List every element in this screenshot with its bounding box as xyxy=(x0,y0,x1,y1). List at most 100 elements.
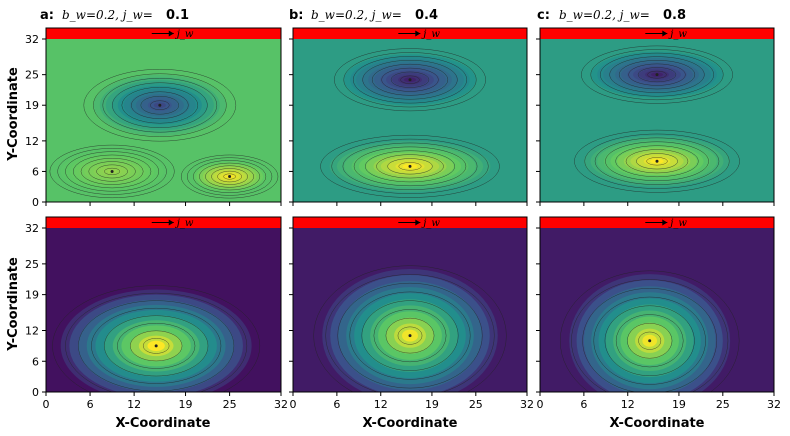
vortex-2-streamline-5 xyxy=(72,154,152,189)
panel-c-bottom: j_w 0 6 12 19 25 32 xyxy=(536,216,781,411)
vortex-1-streamline-7 xyxy=(331,138,489,194)
y-tick-label: 25 xyxy=(25,258,39,271)
x-tick-label: 25 xyxy=(469,398,483,411)
y-tick-label: 32 xyxy=(25,33,39,46)
vortex-1-streamline-4 xyxy=(205,165,255,188)
vortex-1-streamline-1 xyxy=(223,173,236,180)
panel-b-bottom: j_w 0 6 12 19 25 32 xyxy=(289,216,534,411)
panel-a-title-value: 0.1 xyxy=(166,8,189,23)
vortex-1-streamline-3 xyxy=(376,154,444,179)
vortex-1-center xyxy=(228,175,232,179)
vortex-0-streamline-6 xyxy=(102,78,218,133)
vortex-1-streamline-7 xyxy=(187,157,273,196)
y-tick-label: 32 xyxy=(25,222,39,235)
vortex-0-streamline-1 xyxy=(638,331,662,350)
vortex-0-streamline-1 xyxy=(400,75,420,84)
vortex-1-streamline-8 xyxy=(180,154,279,199)
contour-field xyxy=(293,39,527,202)
vortex-0-streamline-7 xyxy=(93,73,227,137)
lid-arrow-head xyxy=(662,30,668,37)
panel-frame xyxy=(45,27,282,203)
vortex-0-streamline-5 xyxy=(593,296,706,385)
vortex-2-streamline-4 xyxy=(80,158,144,185)
x-tick-label: 0 xyxy=(43,398,50,411)
x-tick-label: 12 xyxy=(374,398,388,411)
lid-label: j_w xyxy=(175,218,194,229)
vortex-0-streamline-1 xyxy=(397,326,423,345)
vortex-0-streamline-2 xyxy=(390,71,430,88)
lid-label: j_w xyxy=(175,29,194,40)
lid-arrow-head xyxy=(168,219,174,226)
vortex-2-streamline-7 xyxy=(57,148,167,195)
vortex-0-streamline-3 xyxy=(117,323,196,369)
vortex-1-streamline-8 xyxy=(320,134,500,198)
lid-arrow-head xyxy=(168,30,174,37)
vortex-2-streamline-1 xyxy=(104,167,121,175)
vortex-0-streamline-4 xyxy=(361,300,459,371)
vortex-0-streamline-6 xyxy=(78,300,235,392)
vortex-0-center xyxy=(408,78,412,82)
vortex-0-streamline-3 xyxy=(131,91,189,119)
vortex-1-streamline-2 xyxy=(387,158,433,175)
x-tick-label: 25 xyxy=(716,398,730,411)
vortex-0-center xyxy=(158,103,162,107)
vortex-0-streamline-8 xyxy=(334,48,486,112)
lid-label: j_w xyxy=(421,29,440,40)
panel-frame xyxy=(292,216,528,393)
vortex-0-streamline-2 xyxy=(637,67,677,83)
x-axis-label-c: X-Coordinate xyxy=(610,416,705,431)
x-tick-label: 6 xyxy=(87,398,94,411)
panel-c-title-math: b_w=0.2, j_w= xyxy=(559,8,650,22)
vortex-1-streamline-5 xyxy=(353,146,467,187)
lid-arrow-head xyxy=(415,30,421,37)
vortex-0-streamline-7 xyxy=(65,292,248,392)
x-tick-label: 12 xyxy=(621,398,635,411)
vortex-0-center xyxy=(648,339,652,343)
lid-arrow-head xyxy=(415,219,421,226)
vortex-0-center xyxy=(154,344,158,348)
contour-field xyxy=(540,228,774,392)
y-tick-label: 19 xyxy=(25,99,39,112)
panel-c-top: j_w xyxy=(536,27,775,206)
x-tick-label: 19 xyxy=(179,398,193,411)
vortex-0-streamline-7 xyxy=(571,279,729,392)
x-tick-label: 0 xyxy=(290,398,297,411)
vortex-1-streamline-1 xyxy=(398,162,422,171)
vortex-2-streamline-3 xyxy=(88,161,136,182)
vortex-0-streamline-3 xyxy=(373,309,447,363)
contour-field xyxy=(293,228,527,392)
x-tick-label: 6 xyxy=(580,398,587,411)
vortex-0-streamline-4 xyxy=(371,63,449,96)
panel-frame xyxy=(539,216,775,393)
vortex-0-streamline-1 xyxy=(150,100,170,110)
vortex-1-center xyxy=(655,159,659,163)
vortex-0-streamline-8 xyxy=(52,285,261,392)
vortex-1-streamline-7 xyxy=(584,133,730,189)
lid-label: j_w xyxy=(421,218,440,229)
vortex-1-streamline-3 xyxy=(211,168,248,185)
vortex-1-streamline-5 xyxy=(605,141,709,181)
panel-a-title-prefix: a: xyxy=(40,8,54,23)
y-tick-label: 0 xyxy=(32,196,39,209)
y-axis-label-bottom: Y-Coordinate xyxy=(6,257,21,352)
x-tick-label: 32 xyxy=(520,398,534,411)
vortex-0-streamline-4 xyxy=(104,315,209,377)
panel-a-title-math: b_w=0.2, j_w= xyxy=(62,8,153,22)
x-tick-label: 25 xyxy=(223,398,237,411)
panel-a-top: j_w 0 6 12 19 25 32 xyxy=(25,27,282,209)
vortex-2-streamline-2 xyxy=(96,164,128,179)
vortex-0-center xyxy=(655,73,659,77)
vortex-0-streamline-2 xyxy=(385,317,435,354)
panel-c-title-prefix: c: xyxy=(537,8,550,23)
x-tick-label: 12 xyxy=(127,398,141,411)
x-tick-label: 19 xyxy=(672,398,686,411)
vortex-1-center xyxy=(408,164,412,168)
vortex-0-streamline-2 xyxy=(140,95,180,115)
vortex-2-center xyxy=(110,169,114,173)
vortex-0-streamline-3 xyxy=(615,314,684,368)
vortex-0-streamline-3 xyxy=(628,63,686,86)
vortex-1-streamline-8 xyxy=(574,129,740,193)
x-tick-label: 32 xyxy=(274,398,288,411)
vortex-2-streamline-6 xyxy=(65,151,159,192)
panel-c-title-value: 0.8 xyxy=(663,8,686,23)
